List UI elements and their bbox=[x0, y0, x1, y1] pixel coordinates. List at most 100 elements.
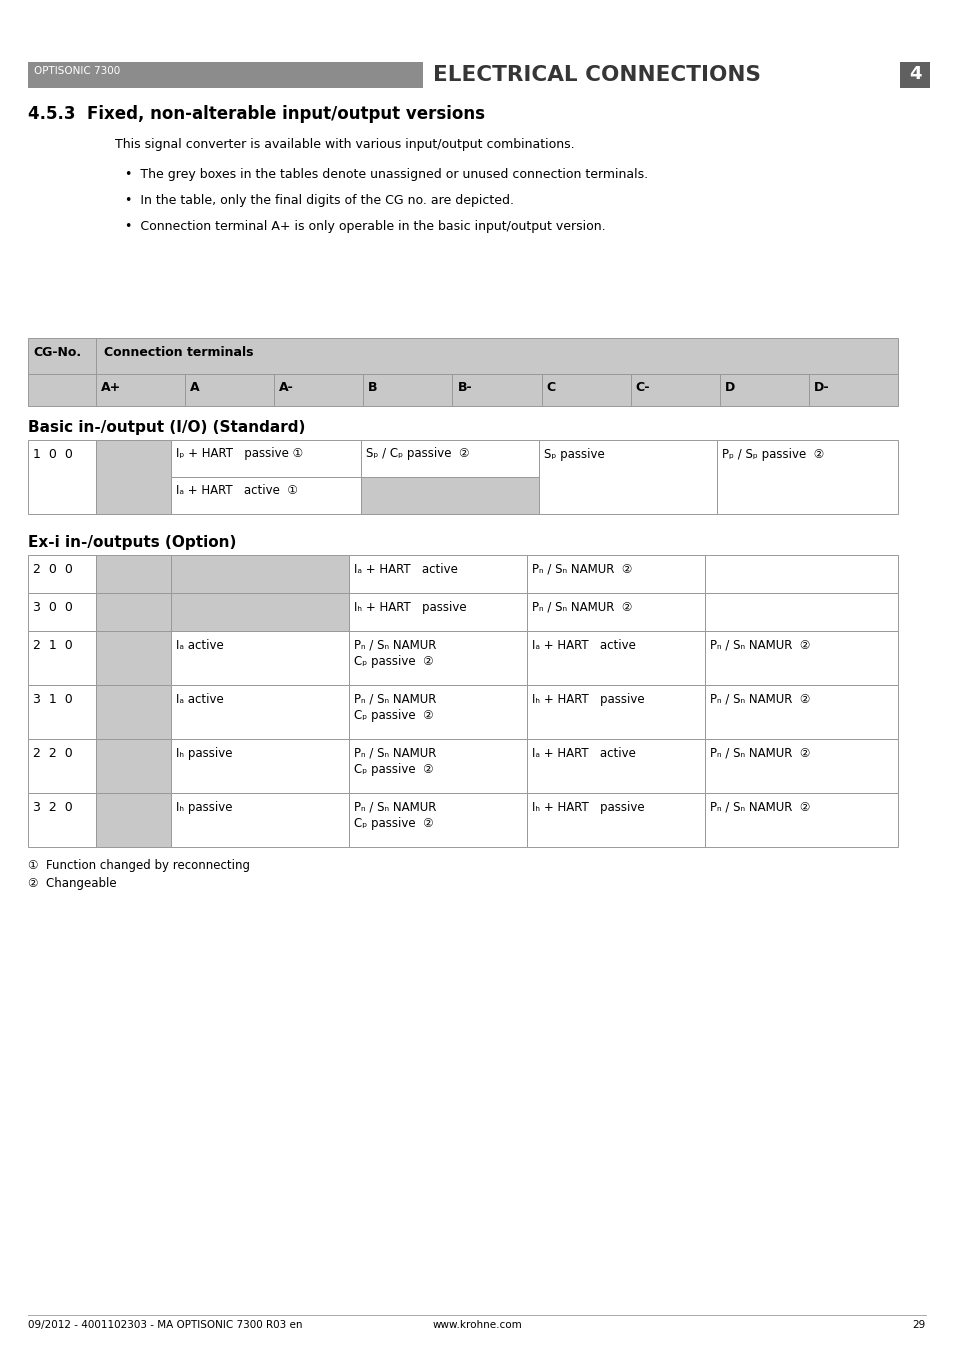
Bar bbox=[526, 793, 704, 847]
Text: A+: A+ bbox=[101, 381, 121, 394]
Bar bbox=[96, 440, 171, 513]
Bar bbox=[704, 793, 897, 847]
Text: B: B bbox=[368, 381, 377, 394]
Bar bbox=[526, 739, 704, 793]
Text: Basic in-/output (I/O) (Standard): Basic in-/output (I/O) (Standard) bbox=[28, 420, 305, 435]
Bar bbox=[28, 593, 96, 631]
Text: Pₙ / Sₙ NAMUR  ②: Pₙ / Sₙ NAMUR ② bbox=[709, 801, 809, 815]
Bar bbox=[704, 685, 897, 739]
Bar bbox=[171, 440, 360, 477]
Text: 09/2012 - 4001102303 - MA OPTISONIC 7300 R03 en: 09/2012 - 4001102303 - MA OPTISONIC 7300… bbox=[28, 1320, 302, 1329]
Bar bbox=[526, 685, 704, 739]
Bar bbox=[96, 338, 897, 374]
Text: Pₙ / Sₙ NAMUR  ②: Pₙ / Sₙ NAMUR ② bbox=[709, 747, 809, 761]
Bar bbox=[899, 62, 929, 88]
Bar bbox=[28, 739, 96, 793]
Text: A-: A- bbox=[279, 381, 294, 394]
Text: A: A bbox=[190, 381, 199, 394]
Text: •  The grey boxes in the tables denote unassigned or unused connection terminals: • The grey boxes in the tables denote un… bbox=[125, 168, 647, 181]
Bar bbox=[96, 374, 185, 407]
Bar bbox=[171, 593, 349, 631]
Bar bbox=[349, 631, 526, 685]
Text: Iₕ + HART   passive: Iₕ + HART passive bbox=[354, 601, 466, 613]
Bar bbox=[452, 374, 541, 407]
Text: Connection terminals: Connection terminals bbox=[104, 346, 253, 359]
Bar bbox=[96, 555, 171, 593]
Text: www.krohne.com: www.krohne.com bbox=[432, 1320, 521, 1329]
Text: Iₕ + HART   passive: Iₕ + HART passive bbox=[532, 693, 644, 707]
Bar bbox=[171, 631, 349, 685]
Bar bbox=[28, 685, 96, 739]
Text: OPTISONIC 7300: OPTISONIC 7300 bbox=[34, 66, 120, 76]
Text: Iₐ active: Iₐ active bbox=[175, 639, 224, 653]
Text: Iₕ passive: Iₕ passive bbox=[175, 801, 233, 815]
Bar bbox=[704, 631, 897, 685]
Bar bbox=[96, 685, 171, 739]
Text: Pₙ / Sₙ NAMUR  ②: Pₙ / Sₙ NAMUR ② bbox=[532, 563, 632, 576]
Text: Pₙ / Sₙ NAMUR: Pₙ / Sₙ NAMUR bbox=[354, 693, 436, 707]
Bar bbox=[363, 374, 452, 407]
Text: Cₚ passive  ②: Cₚ passive ② bbox=[354, 709, 434, 721]
Bar bbox=[28, 62, 422, 88]
Text: Cₚ passive  ②: Cₚ passive ② bbox=[354, 655, 434, 667]
Bar bbox=[28, 631, 96, 685]
Bar bbox=[526, 555, 704, 593]
Bar bbox=[717, 440, 897, 513]
Text: Iₕ + HART   passive: Iₕ + HART passive bbox=[532, 801, 644, 815]
Bar bbox=[704, 593, 897, 631]
Text: •  In the table, only the final digits of the CG no. are depicted.: • In the table, only the final digits of… bbox=[125, 195, 514, 207]
Text: D: D bbox=[724, 381, 734, 394]
Bar bbox=[96, 631, 171, 685]
Bar bbox=[526, 631, 704, 685]
Text: Pₙ / Sₙ NAMUR: Pₙ / Sₙ NAMUR bbox=[354, 747, 436, 761]
Text: Sₚ / Cₚ passive  ②: Sₚ / Cₚ passive ② bbox=[366, 447, 469, 459]
Bar bbox=[526, 593, 704, 631]
Text: ①  Function changed by reconnecting: ① Function changed by reconnecting bbox=[28, 859, 250, 871]
Text: Iₕ passive: Iₕ passive bbox=[175, 747, 233, 761]
Bar bbox=[349, 739, 526, 793]
Text: Cₚ passive  ②: Cₚ passive ② bbox=[354, 763, 434, 775]
Text: Iₚ + HART   passive ①: Iₚ + HART passive ① bbox=[175, 447, 303, 459]
Bar bbox=[28, 440, 96, 513]
Bar bbox=[171, 555, 349, 593]
Text: 2  0  0: 2 0 0 bbox=[33, 563, 72, 576]
Text: 4: 4 bbox=[908, 65, 921, 82]
Text: D-: D- bbox=[813, 381, 829, 394]
Text: 1  0  0: 1 0 0 bbox=[33, 449, 72, 461]
Bar bbox=[274, 374, 363, 407]
Text: 3  0  0: 3 0 0 bbox=[33, 601, 72, 613]
Bar bbox=[28, 793, 96, 847]
Bar bbox=[96, 739, 171, 793]
Text: Iₐ + HART   active: Iₐ + HART active bbox=[532, 747, 636, 761]
Text: CG-No.: CG-No. bbox=[33, 346, 81, 359]
Bar bbox=[28, 555, 96, 593]
Bar bbox=[630, 374, 719, 407]
Text: •  Connection terminal A+ is only operable in the basic input/output version.: • Connection terminal A+ is only operabl… bbox=[125, 220, 605, 232]
Text: 3  2  0: 3 2 0 bbox=[33, 801, 72, 815]
Text: Iₐ + HART   active: Iₐ + HART active bbox=[354, 563, 457, 576]
Text: 4.5.3  Fixed, non-alterable input/output versions: 4.5.3 Fixed, non-alterable input/output … bbox=[28, 105, 484, 123]
Text: B-: B- bbox=[457, 381, 472, 394]
Bar bbox=[541, 374, 630, 407]
Bar bbox=[28, 338, 96, 374]
Text: Pₙ / Sₙ NAMUR  ②: Pₙ / Sₙ NAMUR ② bbox=[709, 639, 809, 653]
Text: 29: 29 bbox=[912, 1320, 925, 1329]
Text: Pₙ / Sₙ NAMUR  ②: Pₙ / Sₙ NAMUR ② bbox=[709, 693, 809, 707]
Bar bbox=[185, 374, 274, 407]
Text: C-: C- bbox=[635, 381, 650, 394]
Text: Iₐ active: Iₐ active bbox=[175, 693, 224, 707]
Text: Ex-i in-/outputs (Option): Ex-i in-/outputs (Option) bbox=[28, 535, 236, 550]
Text: Pₙ / Sₙ NAMUR: Pₙ / Sₙ NAMUR bbox=[354, 801, 436, 815]
Bar bbox=[360, 477, 538, 513]
Text: C: C bbox=[546, 381, 555, 394]
Text: This signal converter is available with various input/output combinations.: This signal converter is available with … bbox=[115, 138, 574, 151]
Bar bbox=[171, 685, 349, 739]
Bar bbox=[349, 793, 526, 847]
Bar bbox=[704, 555, 897, 593]
Bar bbox=[28, 374, 96, 407]
Text: Iₐ + HART   active: Iₐ + HART active bbox=[532, 639, 636, 653]
Text: ②  Changeable: ② Changeable bbox=[28, 877, 116, 890]
Text: Pₙ / Sₙ NAMUR  ②: Pₙ / Sₙ NAMUR ② bbox=[532, 601, 632, 613]
Bar bbox=[538, 440, 717, 513]
Bar bbox=[349, 593, 526, 631]
